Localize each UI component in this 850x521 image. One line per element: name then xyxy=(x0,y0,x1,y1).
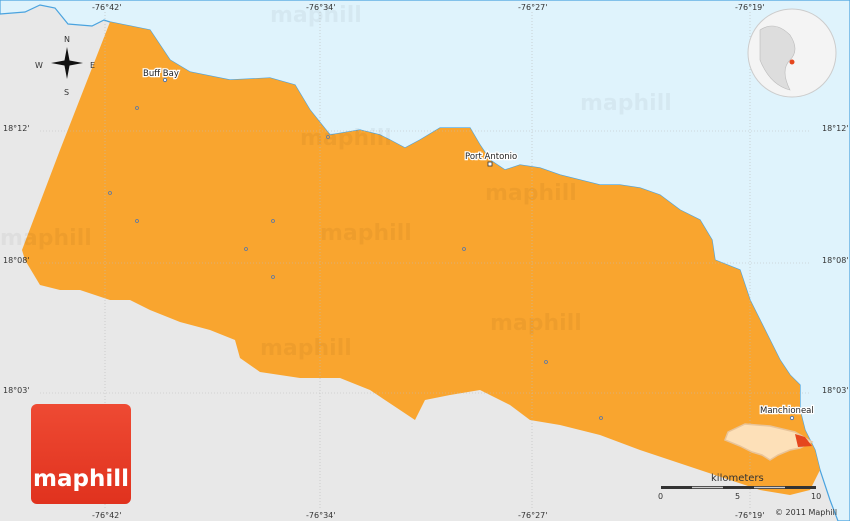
scale-unit: kilometers xyxy=(711,473,764,484)
maphill-logo[interactable]: maphill xyxy=(31,404,131,504)
region-portland-parish[interactable] xyxy=(22,22,820,495)
compass-w: W xyxy=(35,61,43,70)
watermark: maphill xyxy=(485,181,577,206)
lon-label: -76°19' xyxy=(735,511,764,520)
lat-label: 18°08' xyxy=(3,256,30,265)
globe-locator xyxy=(747,8,837,98)
place-label: Manchioneal xyxy=(760,406,814,416)
scale-tick: 10 xyxy=(811,492,821,501)
minor-settlements xyxy=(108,106,603,420)
watermark: maphill xyxy=(260,336,352,361)
latitude-labels: 18°12' 18°08' 18°03' 18°12' 18°08' 18°03… xyxy=(3,124,849,395)
graticule xyxy=(40,12,810,508)
lat-label: 18°03' xyxy=(3,386,30,395)
compass-rose: N S E W xyxy=(35,35,95,97)
logo-text: maphill xyxy=(33,466,129,492)
scale-tick: 0 xyxy=(658,492,663,501)
lon-label: -76°27' xyxy=(518,3,547,12)
lon-label: -76°27' xyxy=(518,511,547,520)
compass-e: E xyxy=(90,61,95,70)
lon-label: -76°34' xyxy=(306,511,335,520)
watermark: maphill xyxy=(270,3,362,28)
place-manchioneal[interactable]: Manchioneal xyxy=(759,405,815,421)
copyright: © 2011 Maphill xyxy=(775,508,837,517)
lat-label: 18°08' xyxy=(822,256,849,265)
watermark: maphill xyxy=(490,311,582,336)
lon-label: -76°19' xyxy=(735,3,764,12)
watermark: maphill xyxy=(300,126,392,151)
lat-label: 18°12' xyxy=(3,124,30,133)
lon-label: -76°42' xyxy=(92,3,121,12)
longitude-labels-bottom: -76°42' -76°34' -76°27' -76°19' xyxy=(92,511,764,520)
compass-n: N xyxy=(64,35,70,44)
lon-label: -76°34' xyxy=(306,3,335,12)
place-port-antonio[interactable]: Port Antonio xyxy=(464,151,519,167)
lon-label: -76°42' xyxy=(92,511,121,520)
lat-label: 18°03' xyxy=(822,386,849,395)
watermark: maphill xyxy=(0,226,92,251)
scale-tick: 5 xyxy=(735,492,740,501)
place-label: Buff Bay xyxy=(143,69,179,79)
scale-bar: kilometers 0 5 10 xyxy=(658,473,821,501)
lat-label: 18°12' xyxy=(822,124,849,133)
place-buff-bay[interactable]: Buff Bay xyxy=(142,68,180,83)
watermark: maphill xyxy=(320,221,412,246)
watermark: maphill xyxy=(580,91,672,116)
place-label: Port Antonio xyxy=(465,152,517,162)
compass-s: S xyxy=(64,88,69,97)
jamaica-inset xyxy=(724,423,814,461)
longitude-labels-top: -76°42' -76°34' -76°27' -76°19' xyxy=(92,3,764,12)
